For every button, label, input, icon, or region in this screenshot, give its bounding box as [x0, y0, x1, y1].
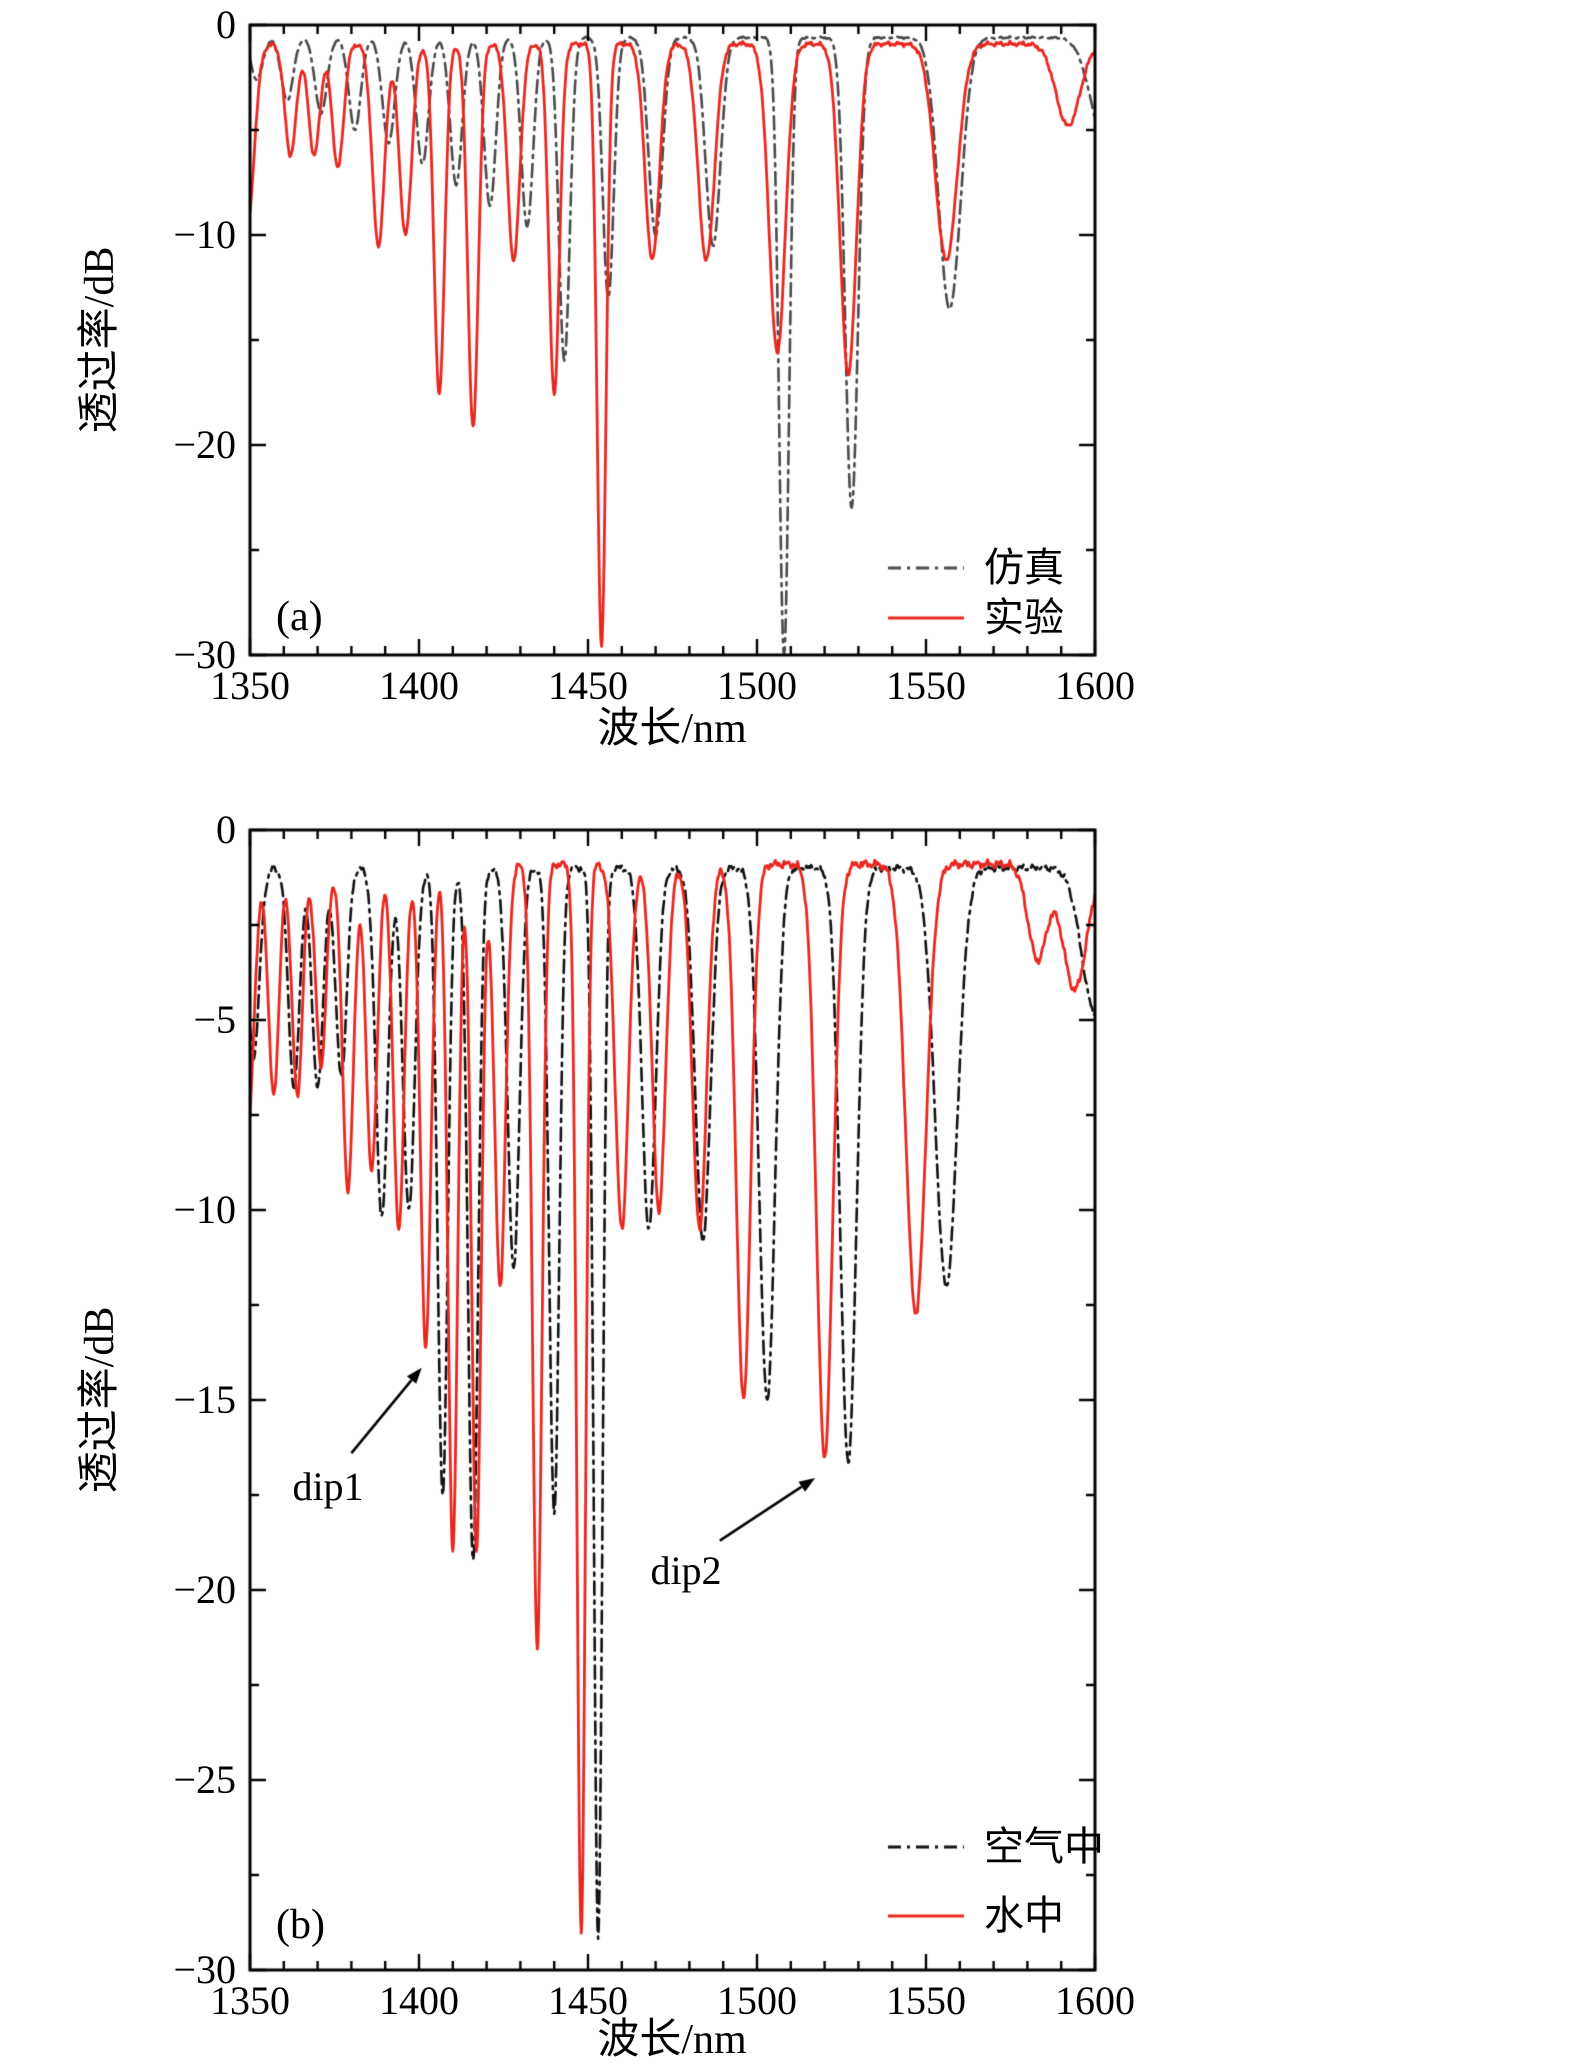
chart-canvas: [0, 0, 1575, 2067]
figure: 透过率/dB 透过率/dB 波长/nm 波长/nm (a) (b) 仿真 实验 …: [0, 0, 1575, 2067]
